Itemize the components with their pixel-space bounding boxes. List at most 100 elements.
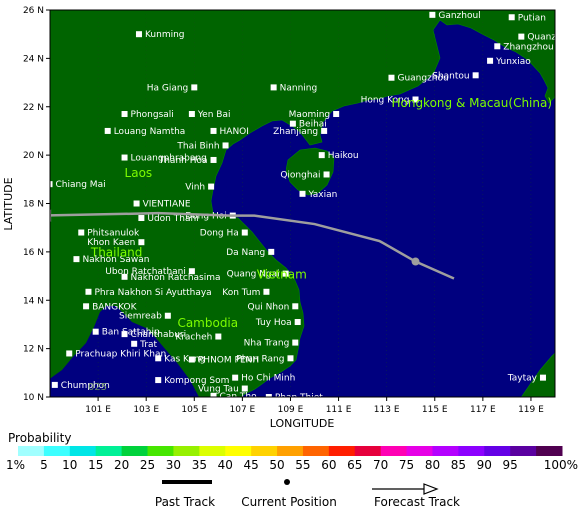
city-marker: Putian [508,13,546,23]
city-marker: Thai Binh [176,141,229,151]
city-dot [263,288,270,295]
city-marker: Taytay [507,374,546,384]
city-label: Zhangzhou [503,42,553,52]
city-dot [155,377,162,384]
legend-swatch [251,446,278,456]
legend-label: 90 [477,458,492,472]
legend-label: 20 [114,458,129,472]
city-marker: Zhanjiang [273,127,328,137]
legend-label: 40 [218,458,233,472]
city-dot [294,319,301,326]
land [50,10,555,397]
city-label: Ho Chi Minh [241,374,295,384]
forecast-arrow-head [423,483,439,495]
x-tick-label: 103 E [133,405,159,415]
city-marker: PHNOM PENH [188,356,259,366]
city-marker: Kas Kong [155,354,205,364]
city-label: Yunxiao [495,57,531,67]
city-marker: Guangzhou [388,74,449,84]
city-dot [487,57,494,64]
city-label: Dong Hoi [185,212,227,222]
philippines [521,352,555,397]
y-tick-label: 10 N [23,393,44,403]
city-label: Prachuap Khiri Khan [75,349,166,359]
city-dot [539,374,546,381]
region-layer: Hongkong & Macau(China) Laos Thailand Vietn… [90,96,552,330]
city-marker: Beihai [289,120,327,130]
city-marker: Louangphrabang [121,154,207,164]
x-tick-label: 113 E [374,405,400,415]
city-label: Vung Tau [198,385,239,395]
y-tick-label: 16 N [23,248,44,258]
city-label: HANOI [220,127,249,137]
city-dot [241,385,248,392]
legend-label: 50 [269,458,284,472]
legend-label: 35 [192,458,207,472]
watermark: 025 [88,382,107,393]
legend-swatch [43,446,71,456]
x-tick-label: 101 E [85,405,111,415]
city-marker: Maoming [289,110,340,120]
city-dot [83,303,90,310]
legend-label: 15 [88,458,103,472]
city-dot [121,111,128,118]
city-dot [282,270,289,277]
x-axis-title: LONGITUDE [270,417,335,430]
city-dot [51,381,58,388]
city-marker: Qionghai [280,170,330,180]
city-marker: Kunming [135,30,185,40]
y-tick-label: 26 N [23,6,44,16]
city-dot [268,248,275,255]
city-label: Taytay [507,374,538,384]
city-marker: Thanh Hoa [158,156,217,166]
y-tick-label: 20 N [23,151,44,161]
y-tick-label: 14 N [23,296,44,306]
city-label: Kompong Som [164,376,229,386]
city-marker: Can Tho [210,392,257,397]
city-marker: Kon Tum [222,288,270,298]
city-dot [164,312,171,319]
city-marker: Chumphon [51,381,110,391]
city-label: Maoming [289,110,330,120]
x-axis-ticks: 101 E 103 E 105 E 107 E 109 E 111 E 113 E 115 E… [85,397,544,415]
legend-swatch [147,446,174,456]
city-marker: Vinh [185,183,215,193]
city-dot [78,229,85,236]
forecast-track-label: Forecast Track [374,495,460,509]
x-tick-label: 117 E [470,405,496,415]
city-marker: Khon Kaen [87,238,145,248]
city-marker: Vung Tau [198,385,248,395]
city-label: Beihai [299,120,327,130]
city-label: VIENTIANE [143,200,191,210]
city-marker: Nanning [270,83,317,93]
city-marker: Ban Sattahip [92,328,160,338]
city-marker: Prachuap Khiri Khan [66,349,166,359]
city-label: Vinh [185,183,205,193]
city-label: Da Nang [226,248,265,258]
city-dot [155,355,162,362]
city-dot [133,200,140,207]
track-arrow-head [50,209,52,222]
city-dot [222,142,229,149]
region-label: Cambodia [177,316,238,330]
city-marker: Chiang Mai [50,180,106,190]
city-dot [265,394,272,397]
city-dot [191,84,198,91]
legend-swatch [406,446,433,456]
city-dot [131,340,138,347]
city-dot [121,273,128,280]
city-dot [270,84,277,91]
gulf-of-tonkin [226,124,300,215]
city-dot [412,96,419,103]
legend-label: 80 [425,458,440,472]
legend-label: 10 [62,458,77,472]
gulf-of-thailand [50,306,199,397]
legend-label: 60 [321,458,336,472]
city-marker: Phra Nakhon Si Ayutthaya [85,288,212,298]
city-label: PHNOM PENH [198,356,259,366]
city-marker: Phan Thiet [265,393,323,397]
legend-swatch [199,446,226,456]
x-tick-label: 111 E [326,405,352,415]
current-position-marker [411,257,420,266]
